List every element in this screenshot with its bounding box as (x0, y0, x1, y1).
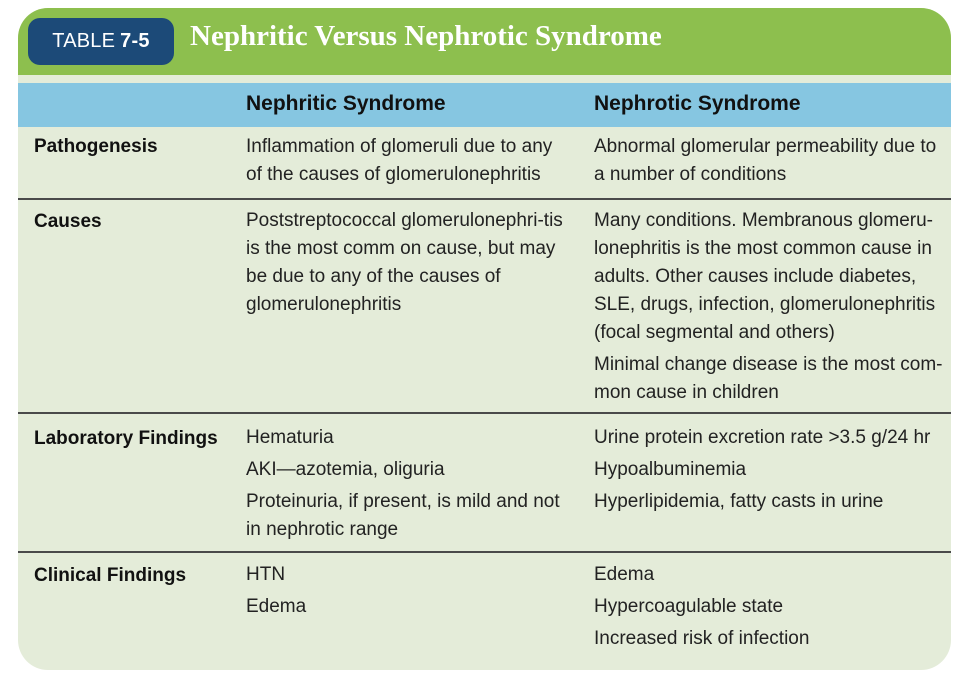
table-number-badge: TABLE 7-5 (28, 18, 174, 65)
row-label-causes: Causes (34, 211, 102, 232)
column-header-nephrotic: Nephrotic Syndrome (594, 92, 801, 115)
cell-text: HTN (246, 564, 286, 585)
table-word: TABLE (52, 30, 116, 52)
column-header-band (18, 83, 951, 127)
cell-pathogenesis-nephrotic: Abnormal glomerular permeability due to … (594, 133, 944, 193)
column-header-nephritic: Nephritic Syndrome (246, 92, 446, 115)
table-card: TABLE 7-5 Nephritic Versus Nephrotic Syn… (18, 8, 951, 670)
cell-text: Urine protein excretion rate >3.5 g/24 h… (594, 427, 931, 448)
cell-text: Proteinuria, if present, is mild and not… (246, 491, 560, 540)
cell-text: Edema (246, 596, 307, 617)
cell-text: Poststreptococcal glomerulonephri-tis is… (246, 210, 563, 315)
cell-text: AKI—azotemia, oliguria (246, 459, 445, 480)
row-label-pathogenesis: Pathogenesis (34, 136, 158, 157)
cell-clinical-nephritic: HTN Edema (246, 561, 566, 625)
cell-text: Minimal change disease is the most com-m… (594, 354, 943, 403)
cell-text: Edema (594, 564, 655, 585)
table-number: 7-5 (120, 30, 150, 52)
cell-text: Increased risk of infection (594, 628, 810, 649)
cell-text: Hematuria (246, 427, 334, 448)
cell-laboratory-nephritic: Hematuria AKI—azotemia, oliguria Protein… (246, 424, 566, 548)
row-divider (18, 551, 951, 553)
cell-pathogenesis-nephritic: Inflammation of glomeruli due to any of … (246, 133, 566, 193)
cell-causes-nephrotic: Many conditions. Membranous glomeru-lone… (594, 207, 944, 411)
cell-text: Hypoalbuminemia (594, 459, 747, 480)
table-title: Nephritic Versus Nephrotic Syndrome (190, 20, 662, 52)
row-divider (18, 198, 951, 200)
cell-text: Inflammation of glomeruli due to any of … (246, 136, 553, 185)
cell-causes-nephritic: Poststreptococcal glomerulonephri-tis is… (246, 207, 566, 323)
cell-text: Many conditions. Membranous glomeru-lone… (594, 210, 936, 343)
row-label-laboratory-findings: Laboratory Findings (34, 428, 218, 449)
cell-text: Abnormal glomerular permeability due to … (594, 136, 937, 185)
row-label-clinical-findings: Clinical Findings (34, 565, 187, 586)
cell-text: Hypercoagulable state (594, 596, 784, 617)
cell-text: Hyperlipidemia, fatty casts in urine (594, 491, 884, 512)
row-divider (18, 412, 951, 414)
cell-clinical-nephrotic: Edema Hypercoagulable state Increased ri… (594, 561, 944, 657)
cell-laboratory-nephrotic: Urine protein excretion rate >3.5 g/24 h… (594, 424, 944, 520)
title-bar: TABLE 7-5 Nephritic Versus Nephrotic Syn… (18, 8, 951, 75)
